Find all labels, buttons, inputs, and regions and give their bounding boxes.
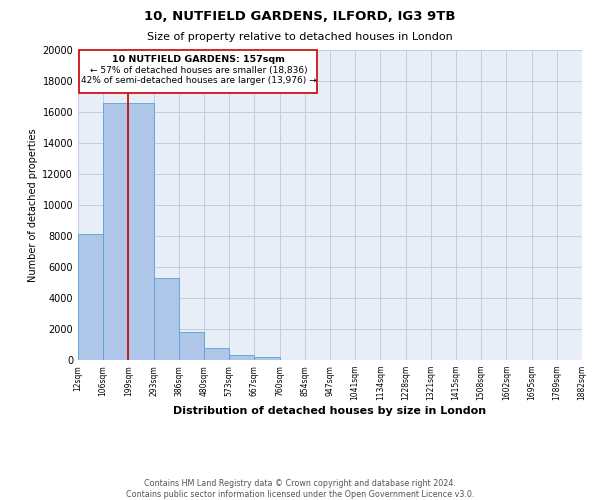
Text: 42% of semi-detached houses are larger (13,976) →: 42% of semi-detached houses are larger (… [80, 76, 316, 86]
Bar [78, 234, 103, 360]
Bar [154, 278, 179, 360]
Text: ← 57% of detached houses are smaller (18,836): ← 57% of detached houses are smaller (18… [89, 66, 307, 76]
Y-axis label: Number of detached properties: Number of detached properties [28, 128, 38, 282]
Bar [204, 348, 229, 360]
Text: Contains public sector information licensed under the Open Government Licence v3: Contains public sector information licen… [126, 490, 474, 499]
X-axis label: Distribution of detached houses by size in London: Distribution of detached houses by size … [173, 406, 487, 416]
Bar [229, 356, 254, 360]
FancyBboxPatch shape [79, 50, 317, 94]
Bar [128, 102, 154, 360]
Bar [179, 332, 204, 360]
Bar [103, 102, 128, 360]
Text: Size of property relative to detached houses in London: Size of property relative to detached ho… [147, 32, 453, 42]
Bar [254, 357, 280, 360]
Text: 10, NUTFIELD GARDENS, ILFORD, IG3 9TB: 10, NUTFIELD GARDENS, ILFORD, IG3 9TB [144, 10, 456, 23]
Text: 10 NUTFIELD GARDENS: 157sqm: 10 NUTFIELD GARDENS: 157sqm [112, 56, 285, 64]
Text: Contains HM Land Registry data © Crown copyright and database right 2024.: Contains HM Land Registry data © Crown c… [144, 478, 456, 488]
